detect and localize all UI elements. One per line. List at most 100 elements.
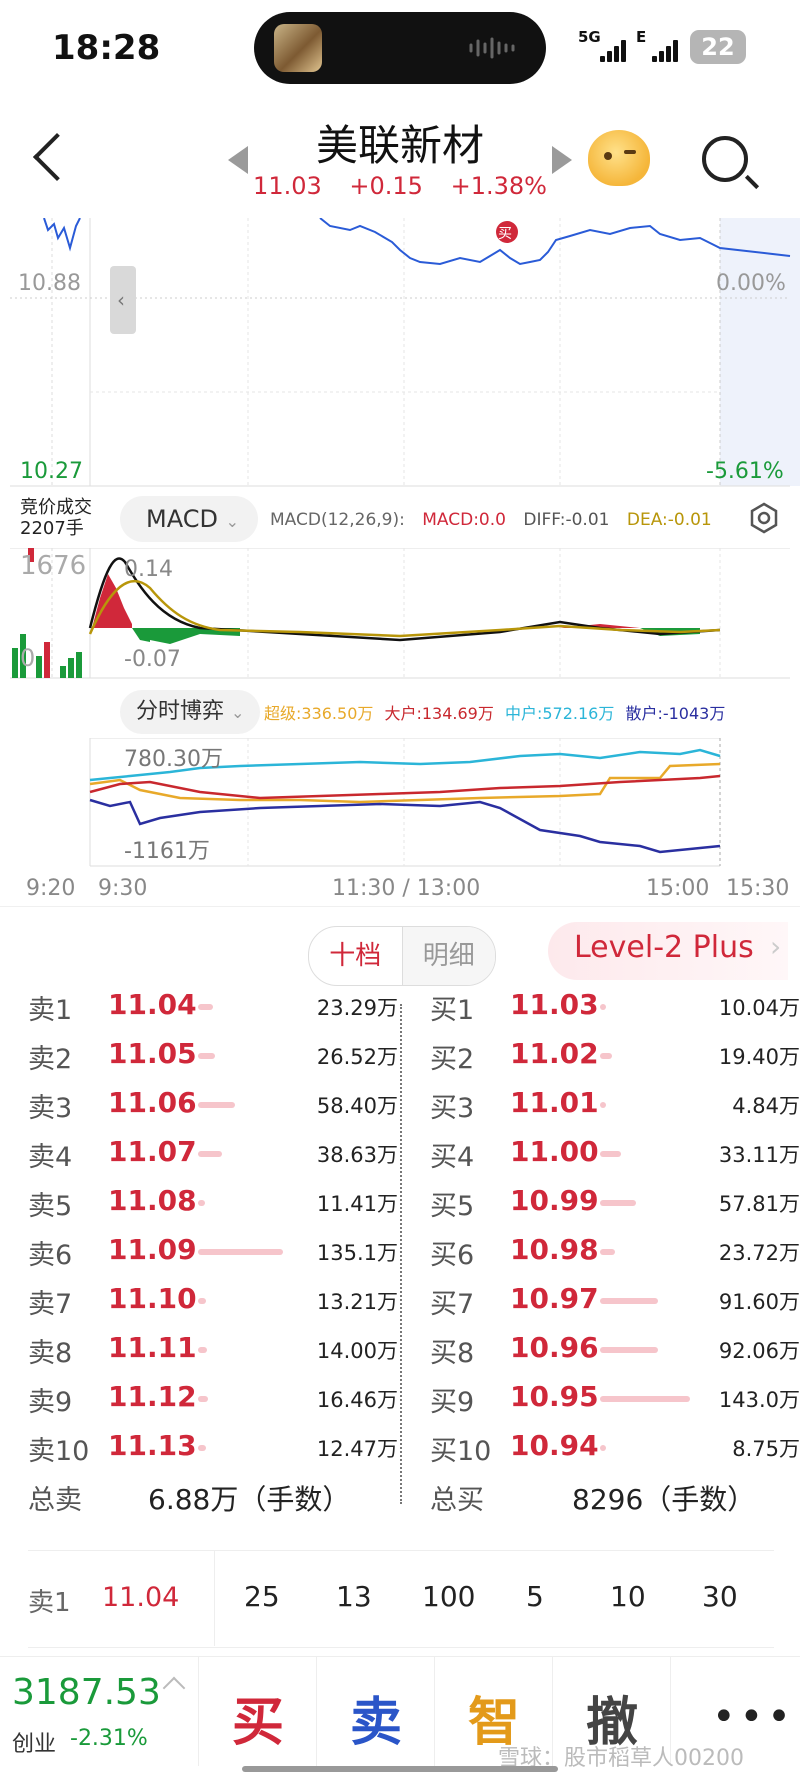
collapse-tab-icon[interactable] — [110, 266, 136, 334]
bid-volume-bar — [600, 1200, 636, 1206]
ask-level-10[interactable]: 卖10 11.13 12.47万 — [28, 1429, 398, 1478]
quick-qty-option[interactable]: 30 — [702, 1580, 738, 1613]
ask-label: 卖10 — [28, 1436, 90, 1467]
ask-label: 卖3 — [28, 1093, 73, 1124]
price-change-pct: +1.38% — [450, 172, 547, 200]
dynamic-island[interactable] — [254, 12, 546, 84]
time-label-0920: 9:20 — [26, 876, 76, 901]
level2-plus-label: Level-2 Plus — [574, 930, 754, 965]
ask-volume-bar — [198, 1053, 215, 1059]
capital-flow-chart[interactable]: 780.30万 -1161万 — [0, 738, 800, 868]
bid-label: 买2 — [430, 1044, 475, 1075]
buy-signal-icon[interactable] — [496, 221, 518, 243]
bid-level-3[interactable]: 买3 11.01 4.84万 — [430, 1086, 800, 1135]
ask-label: 卖8 — [28, 1338, 73, 1369]
auction-max-label: 1676 — [20, 551, 86, 581]
tab-detail[interactable]: 明细 — [402, 927, 495, 985]
ask-volume-bar — [198, 1445, 206, 1451]
bid-level-8[interactable]: 买8 10.96 92.06万 — [430, 1331, 800, 1380]
bid-price: 10.98 — [510, 1233, 599, 1266]
ask-price: 11.13 — [108, 1429, 197, 1462]
bid-level-2[interactable]: 买2 11.02 19.40万 — [430, 1037, 800, 1086]
quick-qty-option[interactable]: 5 — [526, 1580, 544, 1613]
time-label-0930: 9:30 — [98, 876, 148, 901]
capital-flows: 超级:336.50万 大户:134.69万 中户:572.16万 散户:-104… — [264, 704, 726, 723]
prev-stock-icon[interactable] — [228, 146, 248, 174]
macd-chart[interactable]: 1676 0 0.14 -0.07 — [0, 548, 800, 680]
next-stock-icon[interactable] — [552, 146, 572, 174]
bid-price: 10.97 — [510, 1282, 599, 1315]
more-icon[interactable]: ••• — [712, 1694, 795, 1740]
ask-level-2[interactable]: 卖2 11.05 26.52万 — [28, 1037, 398, 1086]
ask-volume: 16.46万 — [316, 1388, 398, 1412]
ask-price: 11.06 — [108, 1086, 197, 1119]
quick-level-label: 卖1 — [28, 1588, 71, 1618]
bid-volume-bar — [600, 1298, 658, 1304]
ask-volume: 12.47万 — [316, 1437, 398, 1461]
bid-label: 买8 — [430, 1338, 475, 1369]
bid-level-10[interactable]: 买10 10.94 8.75万 — [430, 1429, 800, 1478]
indicator-select[interactable]: MACD ⌄ — [120, 496, 258, 542]
bid-volume: 33.11万 — [718, 1143, 800, 1167]
ask-price: 11.08 — [108, 1184, 197, 1217]
ask-level-3[interactable]: 卖3 11.06 58.40万 — [28, 1086, 398, 1135]
cancel-order-button[interactable]: 撤 — [586, 1693, 639, 1753]
index-name: 创业 — [12, 1732, 57, 1757]
ask-level-7[interactable]: 卖7 11.10 13.21万 — [28, 1282, 398, 1331]
audio-wave-icon — [469, 37, 515, 59]
ask-volume: 135.1万 — [316, 1241, 398, 1265]
ask-price: 11.07 — [108, 1135, 197, 1168]
order-book-divider — [400, 1004, 402, 1504]
price-label-low: 10.27 — [20, 459, 83, 484]
mascot-icon[interactable] — [588, 130, 650, 186]
bid-price: 11.00 — [510, 1135, 599, 1168]
home-indicator[interactable] — [242, 1766, 558, 1772]
smart-order-button[interactable]: 智 — [468, 1693, 521, 1753]
buy-signal-label: 买 — [498, 226, 512, 242]
ask-level-6[interactable]: 卖6 11.09 135.1万 — [28, 1233, 398, 1282]
level2-plus-button[interactable] — [548, 922, 788, 980]
chevron-down-icon: ⌄ — [231, 703, 245, 722]
auction-zero-label: 0 — [20, 644, 35, 672]
ask-level-4[interactable]: 卖4 11.07 38.63万 — [28, 1135, 398, 1184]
ask-volume-bar — [198, 1298, 206, 1304]
quick-qty-option[interactable]: 25 — [244, 1580, 280, 1613]
index-value[interactable]: 3187.53 — [12, 1672, 161, 1713]
ask-level-9[interactable]: 卖9 11.12 16.46万 — [28, 1380, 398, 1429]
buy-button[interactable]: 买 — [232, 1693, 285, 1753]
quick-qty-option[interactable]: 13 — [336, 1580, 372, 1613]
bid-label: 买10 — [430, 1436, 492, 1467]
ask-level-5[interactable]: 卖5 11.08 11.41万 — [28, 1184, 398, 1233]
price-change: +0.15 — [349, 172, 423, 200]
chevron-up-icon[interactable] — [162, 1676, 186, 1700]
bid-volume: 4.84万 — [732, 1094, 800, 1118]
network-e-label: E — [636, 28, 647, 46]
search-icon[interactable] — [702, 136, 748, 182]
sell-button[interactable]: 卖 — [350, 1693, 403, 1753]
quick-qty-option[interactable]: 10 — [610, 1580, 646, 1613]
ask-volume: 11.41万 — [316, 1192, 398, 1216]
media-thumbnail — [274, 24, 322, 72]
ask-level-1[interactable]: 卖1 11.04 23.29万 — [28, 988, 398, 1037]
total-buy-label: 总买 — [430, 1485, 484, 1516]
intraday-price-chart[interactable]: ‹ 买 10.88 10.27 0.00% -5.61% — [0, 218, 800, 488]
bid-level-1[interactable]: 买1 11.03 10.04万 — [430, 988, 800, 1037]
fenshi-boyi-select[interactable]: 分时博弈 ⌄ — [120, 690, 260, 734]
macd-params: MACD(12,26,9): MACD:0.0 DIFF:-0.01 DEA:-… — [270, 510, 712, 530]
bid-volume-bar — [600, 1347, 658, 1353]
quick-qty-option[interactable]: 100 — [422, 1580, 476, 1613]
bid-price: 11.02 — [510, 1037, 599, 1070]
bid-level-4[interactable]: 买4 11.00 33.11万 — [430, 1135, 800, 1184]
index-change: -2.31% — [70, 1726, 148, 1751]
pct-label-mid: 0.00% — [716, 271, 786, 296]
bid-level-6[interactable]: 买6 10.98 23.72万 — [430, 1233, 800, 1282]
bid-level-9[interactable]: 买9 10.95 143.0万 — [430, 1380, 800, 1429]
bid-level-7[interactable]: 买7 10.97 91.60万 — [430, 1282, 800, 1331]
bid-volume-bar — [600, 1445, 606, 1451]
tab-ten-levels[interactable]: 十档 — [309, 927, 403, 985]
bid-level-5[interactable]: 买5 10.99 57.81万 — [430, 1184, 800, 1233]
ask-price: 11.09 — [108, 1233, 197, 1266]
ask-level-8[interactable]: 卖8 11.11 14.00万 — [28, 1331, 398, 1380]
gear-icon[interactable] — [748, 502, 780, 534]
ask-label: 卖5 — [28, 1191, 73, 1222]
